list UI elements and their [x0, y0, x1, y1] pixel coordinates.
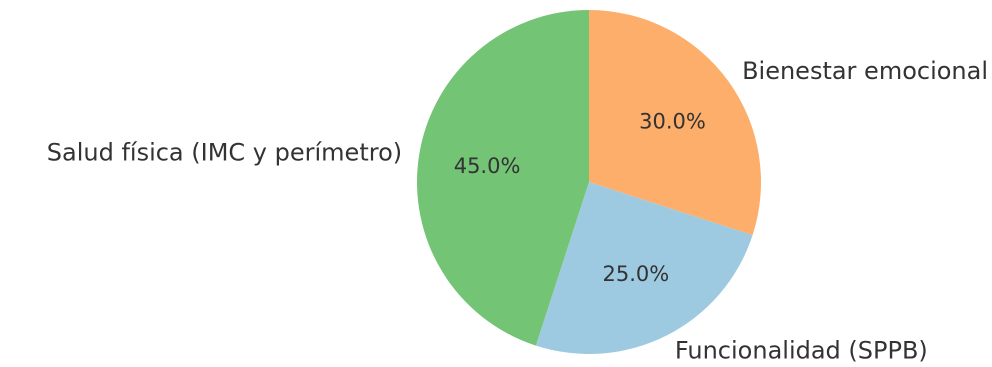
percent-label-salud-fisica-imc-y-perimetro: 45.0%	[454, 154, 521, 178]
slice-bienestar-emocional	[589, 10, 762, 236]
percent-label-bienestar-emocional: 30.0%	[639, 109, 706, 133]
percent-label-funcionalidad-sppb: 25.0%	[602, 262, 669, 286]
pie-slices	[417, 10, 762, 354]
slice-funcionalidad-sppb	[535, 182, 753, 354]
pie-labels: 30.0% Bienestar emocional 25.0% Funcionalid…	[47, 57, 988, 365]
category-label-bienestar-emocional: Bienestar emocional	[742, 57, 988, 85]
category-label-salud-fisica-imc-y-perimetro: Salud física (IMC y perímetro)	[47, 138, 402, 166]
slice-salud-fisica-imc-y-perimetro	[417, 10, 589, 346]
category-label-funcionalidad-sppb: Funcionalidad (SPPB)	[675, 337, 928, 365]
